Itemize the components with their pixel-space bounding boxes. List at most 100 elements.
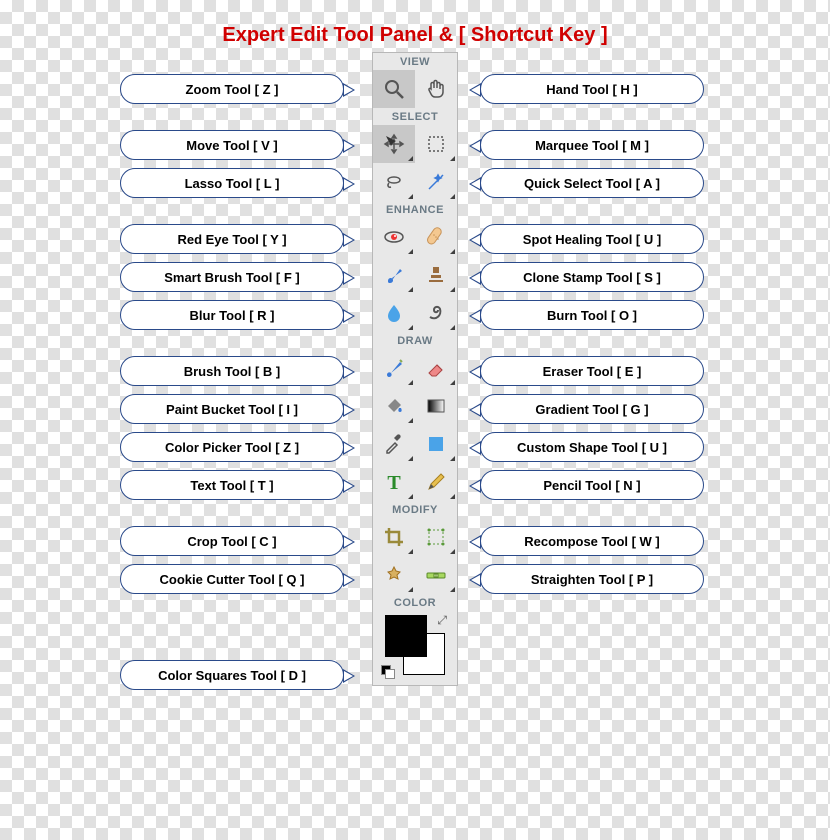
shape-icon [424,432,448,456]
callout-label: Red Eye Tool [ Y ] [120,224,344,254]
submenu-indicator-icon [450,380,455,385]
hand-icon [424,77,448,101]
marquee-tool[interactable] [415,125,457,163]
drop-icon [382,301,406,325]
curl-icon [424,301,448,325]
submenu-indicator-icon [450,587,455,592]
blur-tool[interactable] [373,294,415,332]
text-tool[interactable]: T [373,463,415,501]
callout-label: Eraser Tool [ E ] [480,356,704,386]
submenu-indicator-icon [450,156,455,161]
submenu-indicator-icon [408,549,413,554]
brush-tool[interactable] [373,349,415,387]
recompose-tool[interactable] [415,518,457,556]
cookie-cutter-tool[interactable] [373,556,415,594]
dropper-icon [382,432,406,456]
lasso-tool[interactable] [373,163,415,201]
callout-label: Pencil Tool [ N ] [480,470,704,500]
custom-shape-tool[interactable] [415,425,457,463]
bandaid-icon [424,225,448,249]
submenu-indicator-icon [408,587,413,592]
section-label: VIEW [373,53,457,70]
submenu-indicator-icon [450,325,455,330]
submenu-indicator-icon [450,494,455,499]
section-label: MODIFY [373,501,457,518]
callout-label: Color Picker Tool [ Z ] [120,432,344,462]
quick-select-tool[interactable] [415,163,457,201]
hand-tool[interactable] [415,70,457,108]
callout-label: Blur Tool [ R ] [120,300,344,330]
submenu-indicator-icon [408,194,413,199]
submenu-indicator-icon [450,287,455,292]
wand-icon [424,170,448,194]
default-colors-icon[interactable] [381,665,395,679]
callout-label: Recompose Tool [ W ] [480,526,704,556]
stamp-icon [424,263,448,287]
svg-text:T: T [387,472,401,494]
callout-label: Brush Tool [ B ] [120,356,344,386]
eraser-tool[interactable] [415,349,457,387]
brush-blue-icon [382,263,406,287]
eye-icon [382,225,406,249]
smart-brush-tool[interactable] [373,256,415,294]
section-label: COLOR [373,594,457,611]
paint-bucket-tool[interactable] [373,387,415,425]
callout-label: Paint Bucket Tool [ I ] [120,394,344,424]
red-eye-tool[interactable] [373,218,415,256]
submenu-indicator-icon [450,194,455,199]
pencil-tool[interactable] [415,463,457,501]
submenu-indicator-icon [408,494,413,499]
swap-colors-icon[interactable]: ⤢ [437,613,447,628]
burn-tool[interactable] [415,294,457,332]
pencil-icon [424,470,448,494]
crop-tool[interactable] [373,518,415,556]
zoom-tool[interactable] [373,70,415,108]
callout-label: Cookie Cutter Tool [ Q ] [120,564,344,594]
marquee-icon [424,132,448,156]
submenu-indicator-icon [408,287,413,292]
callout-label: Move Tool [ V ] [120,130,344,160]
color-picker-tool[interactable] [373,425,415,463]
clone-stamp-tool[interactable] [415,256,457,294]
callout-label: Straighten Tool [ P ] [480,564,704,594]
gradient-tool[interactable] [415,387,457,425]
text-icon: T [382,470,406,494]
submenu-indicator-icon [450,549,455,554]
callout-label: Hand Tool [ H ] [480,74,704,104]
move-icon [382,132,406,156]
callout-label: Smart Brush Tool [ F ] [120,262,344,292]
submenu-indicator-icon [408,456,413,461]
section-label: DRAW [373,332,457,349]
submenu-indicator-icon [450,456,455,461]
callout-label: Spot Healing Tool [ U ] [480,224,704,254]
callout-label: Gradient Tool [ G ] [480,394,704,424]
callout-label: Text Tool [ T ] [120,470,344,500]
submenu-indicator-icon [408,156,413,161]
gradient-icon [424,394,448,418]
callout-label: Quick Select Tool [ A ] [480,168,704,198]
straighten-tool[interactable] [415,556,457,594]
callout-label: Lasso Tool [ L ] [120,168,344,198]
magnifier-icon [382,77,406,101]
lasso-icon [382,170,406,194]
bucket-icon [382,394,406,418]
recompose-icon [424,525,448,549]
level-icon [424,563,448,587]
foreground-color-swatch[interactable] [385,615,427,657]
eraser-icon [424,356,448,380]
section-label: ENHANCE [373,201,457,218]
paintbrush-icon [382,356,406,380]
submenu-indicator-icon [408,418,413,423]
move-tool[interactable] [373,125,415,163]
submenu-indicator-icon [408,325,413,330]
page-title: Expert Edit Tool Panel & [ Shortcut Key … [0,24,830,47]
tool-panel: VIEWSELECTENHANCEDRAWTMODIFYCOLOR⤢ [372,52,458,686]
color-squares[interactable]: ⤢ [385,615,445,675]
submenu-indicator-icon [450,249,455,254]
callout-label: Burn Tool [ O ] [480,300,704,330]
submenu-indicator-icon [408,249,413,254]
callout-label: Clone Stamp Tool [ S ] [480,262,704,292]
submenu-indicator-icon [408,380,413,385]
spot-heal-tool[interactable] [415,218,457,256]
callout-label: Marquee Tool [ M ] [480,130,704,160]
